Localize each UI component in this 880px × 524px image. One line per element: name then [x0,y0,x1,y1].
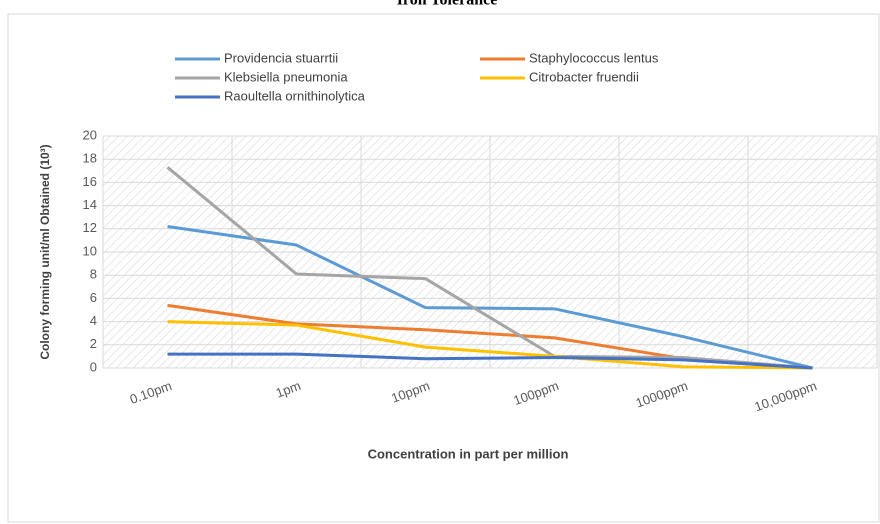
y-tick-label: 6 [90,290,97,305]
x-tick-label: 10,000ppm [752,378,818,414]
legend-label: Providencia stuarrtii [224,50,338,65]
x-tick-label: 100ppm [511,378,560,408]
series-line [167,224,813,370]
x-tick-label: 1000ppm [634,378,690,411]
y-tick-label: 12 [83,220,97,235]
x-axis-title: Concentration in part per million [368,446,569,461]
x-tick-label: 10ppm [389,378,431,406]
legend-label: Raoultella ornithinolytica [224,88,366,103]
series-line [167,320,813,370]
legend-label: Staphylococcus lentus [529,50,659,65]
y-tick-label: 0 [90,359,97,374]
y-tick-label: 10 [83,243,97,258]
y-tick-label: 8 [90,267,97,282]
series-line [166,166,813,370]
legend-label: Citrobacter fruendii [529,69,639,84]
y-tick-label: 20 [83,127,97,142]
x-tick-label: 1pm [274,378,303,401]
y-tick-label: 18 [83,151,97,166]
chart-title: Iron Tolerance [397,0,498,9]
y-tick-label: 16 [83,174,97,189]
y-tick-label: 2 [90,336,97,351]
x-tick-label: 0.10pm [128,378,174,407]
series-line [167,352,813,370]
y-axis-title: Colony forming unit/ml Obtained (10³) [38,144,52,359]
y-tick-label: 14 [83,197,97,212]
chart-border [7,13,880,523]
legend-label: Klebsiella pneumonia [224,69,348,84]
y-tick-label: 4 [90,313,97,328]
